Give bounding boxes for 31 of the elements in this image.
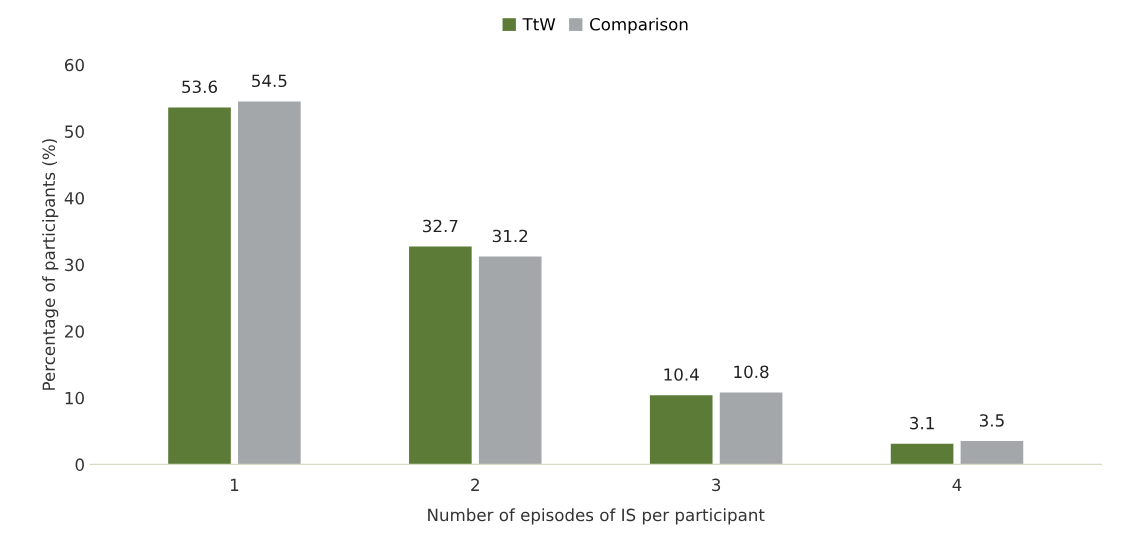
bar (649, 395, 713, 465)
y-tick-label: 10 (65, 391, 84, 405)
x-axis-title: Number of episodes of IS per participant (428, 508, 765, 525)
y-tick-label: 60 (65, 58, 84, 72)
bar (719, 392, 783, 465)
legend-label: Comparison (590, 17, 688, 34)
y-tick-label: 20 (65, 325, 84, 338)
data-label: 31.2 (492, 229, 528, 243)
bar (409, 246, 472, 465)
legend-label: TtW (522, 18, 556, 31)
data-label: 32.7 (423, 219, 458, 233)
data-label: 3.5 (979, 414, 1004, 427)
bar (478, 256, 542, 465)
y-tick-label: 30 (65, 258, 84, 272)
data-label: 54.5 (252, 74, 287, 88)
x-tick-label: 1 (230, 478, 239, 491)
bar (890, 443, 954, 465)
x-tick-label: 4 (952, 478, 962, 491)
data-label: 3.1 (910, 416, 934, 430)
bar (960, 441, 1024, 465)
y-tick-label: 0 (75, 458, 84, 471)
y-tick-label: 50 (65, 125, 84, 138)
y-axis-title: Percentage of participants (%) (42, 139, 59, 390)
bar (168, 107, 231, 465)
x-tick-label: 2 (471, 478, 479, 491)
data-label: 10.4 (664, 368, 699, 381)
data-label: 53.6 (182, 80, 218, 94)
y-tick-label: 40 (64, 191, 84, 205)
x-tick-label: 3 (712, 478, 721, 492)
data-label: 10.8 (734, 365, 769, 379)
bar (238, 101, 301, 465)
